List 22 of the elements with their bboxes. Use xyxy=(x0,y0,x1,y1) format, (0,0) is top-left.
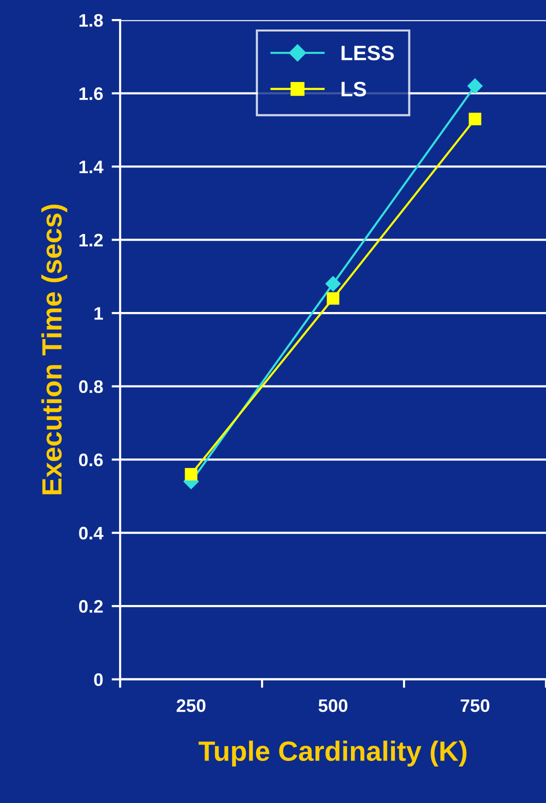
y-tick-label: 0 xyxy=(94,673,103,686)
x-tick-label: 750 xyxy=(460,699,490,712)
y-tick-label: 0.4 xyxy=(79,526,104,540)
y-tick-label: 1.6 xyxy=(79,87,103,100)
y-axis-title: Execution Time (secs) xyxy=(41,204,68,494)
y-tick-label: 0.2 xyxy=(79,600,103,613)
point xyxy=(467,78,483,94)
point xyxy=(326,292,340,305)
x-tick-label: 500 xyxy=(318,699,348,712)
legend-label: LESS xyxy=(342,46,394,60)
point xyxy=(325,276,341,292)
x-tick-label: 250 xyxy=(176,699,206,712)
y-tick-label: 1.4 xyxy=(79,160,104,174)
legend-label: LS xyxy=(342,82,366,96)
point xyxy=(468,112,482,126)
y-tick-label: 1.2 xyxy=(79,234,103,246)
point xyxy=(184,468,198,480)
y-tick-label: 0.6 xyxy=(79,454,103,466)
y-tick-label: 1 xyxy=(94,307,103,320)
y-tick-label: 1.8 xyxy=(79,14,103,27)
x-axis-title: Tuple Cardinality (K) xyxy=(198,740,466,767)
y-tick-label: 0.8 xyxy=(79,380,103,394)
